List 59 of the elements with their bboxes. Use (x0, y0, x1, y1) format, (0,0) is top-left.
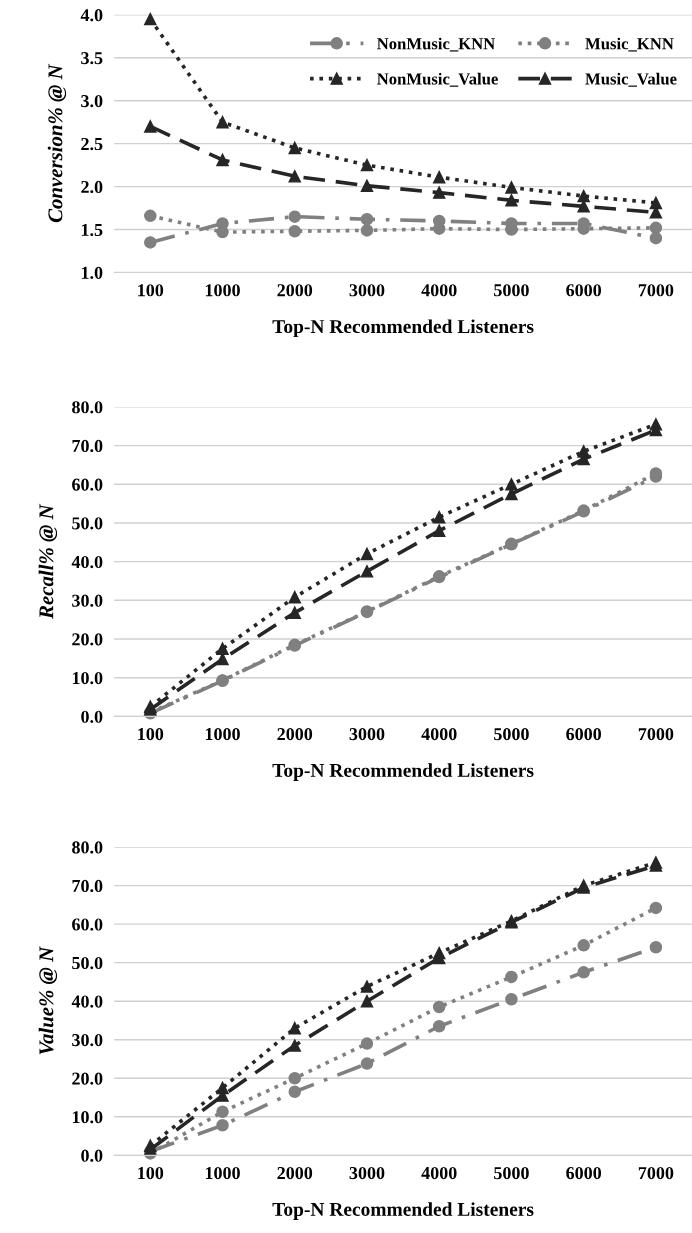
legend-label: NonMusic_KNN (377, 37, 496, 52)
x-tick-label: 4000 (421, 1166, 457, 1180)
x-axis-title: Top-N Recommended Listeners (272, 1202, 534, 1220)
x-tick-label: 7000 (638, 728, 674, 741)
y-tick-label: 80.0 (72, 401, 103, 414)
x-tick-label: 3000 (349, 1166, 385, 1180)
x-tick-label: 100 (138, 284, 164, 297)
legend-label: NonMusic_Value (377, 72, 498, 87)
y-axis-title: Value% @ N (38, 946, 58, 1055)
y-tick-label: 10.0 (72, 1111, 103, 1124)
x-tick-label: 1000 (205, 284, 240, 297)
x-tick-label: 3000 (349, 728, 385, 741)
y-axis-title: Recall% @ N (38, 503, 58, 619)
y-tick-label: 0.0 (81, 710, 103, 723)
x-tick-label: 2000 (277, 284, 313, 297)
y-tick-label: 1.0 (81, 266, 103, 280)
x-tick-label: 6000 (566, 728, 602, 741)
x-tick-label: 5000 (494, 728, 529, 741)
y-tick-label: 0.0 (81, 1149, 103, 1162)
legend-label: Music_Value (585, 72, 677, 87)
y-tick-label: 2.5 (81, 137, 103, 151)
x-axis-title: Top-N Recommended Listeners (272, 763, 534, 781)
y-tick-label: 10.0 (72, 671, 103, 685)
x-tick-label: 2000 (277, 1166, 313, 1180)
x-tick-label: 7000 (638, 284, 674, 297)
y-tick-label: 70.0 (72, 439, 103, 453)
y-tick-label: 3.5 (81, 52, 103, 65)
y-tick-label: 20.0 (72, 633, 103, 646)
y-tick-label: 60.0 (72, 918, 103, 931)
x-tick-label: 6000 (566, 1166, 602, 1180)
x-tick-label: 7000 (638, 1166, 674, 1180)
x-tick-label: 100 (138, 1166, 164, 1180)
y-tick-label: 50.0 (72, 956, 103, 970)
y-tick-label: 40.0 (71, 555, 103, 569)
x-tick-label: 3000 (349, 284, 385, 297)
y-tick-label: 80.0 (72, 841, 103, 854)
x-tick-label: 5000 (494, 1166, 529, 1180)
y-tick-label: 20.0 (72, 1072, 103, 1085)
y-tick-label: 3.0 (81, 94, 103, 108)
y-tick-label: 50.0 (72, 517, 103, 530)
x-tick-label: 1000 (205, 1166, 240, 1180)
x-tick-label: 5000 (494, 284, 529, 297)
y-tick-label: 40.0 (71, 995, 103, 1008)
y-tick-label: 30.0 (72, 594, 103, 607)
x-tick-label: 6000 (566, 284, 602, 297)
y-tick-label: 30.0 (72, 1033, 103, 1047)
y-tick-label: 70.0 (72, 879, 103, 893)
x-tick-label: 4000 (421, 284, 457, 297)
x-tick-label: 1000 (205, 728, 240, 741)
y-axis-title: Conversion% @ N (47, 63, 67, 223)
legend-label: Music_KNN (585, 37, 674, 52)
x-tick-label: 4000 (421, 728, 457, 741)
y-tick-label: 60.0 (72, 478, 103, 491)
y-tick-label: 2.0 (81, 180, 103, 194)
x-tick-label: 100 (138, 728, 164, 741)
x-tick-label: 2000 (277, 728, 313, 741)
y-tick-label: 1.5 (81, 223, 103, 237)
y-tick-label: 4.0 (80, 9, 103, 22)
x-axis-title: Top-N Recommended Listeners (272, 319, 534, 338)
